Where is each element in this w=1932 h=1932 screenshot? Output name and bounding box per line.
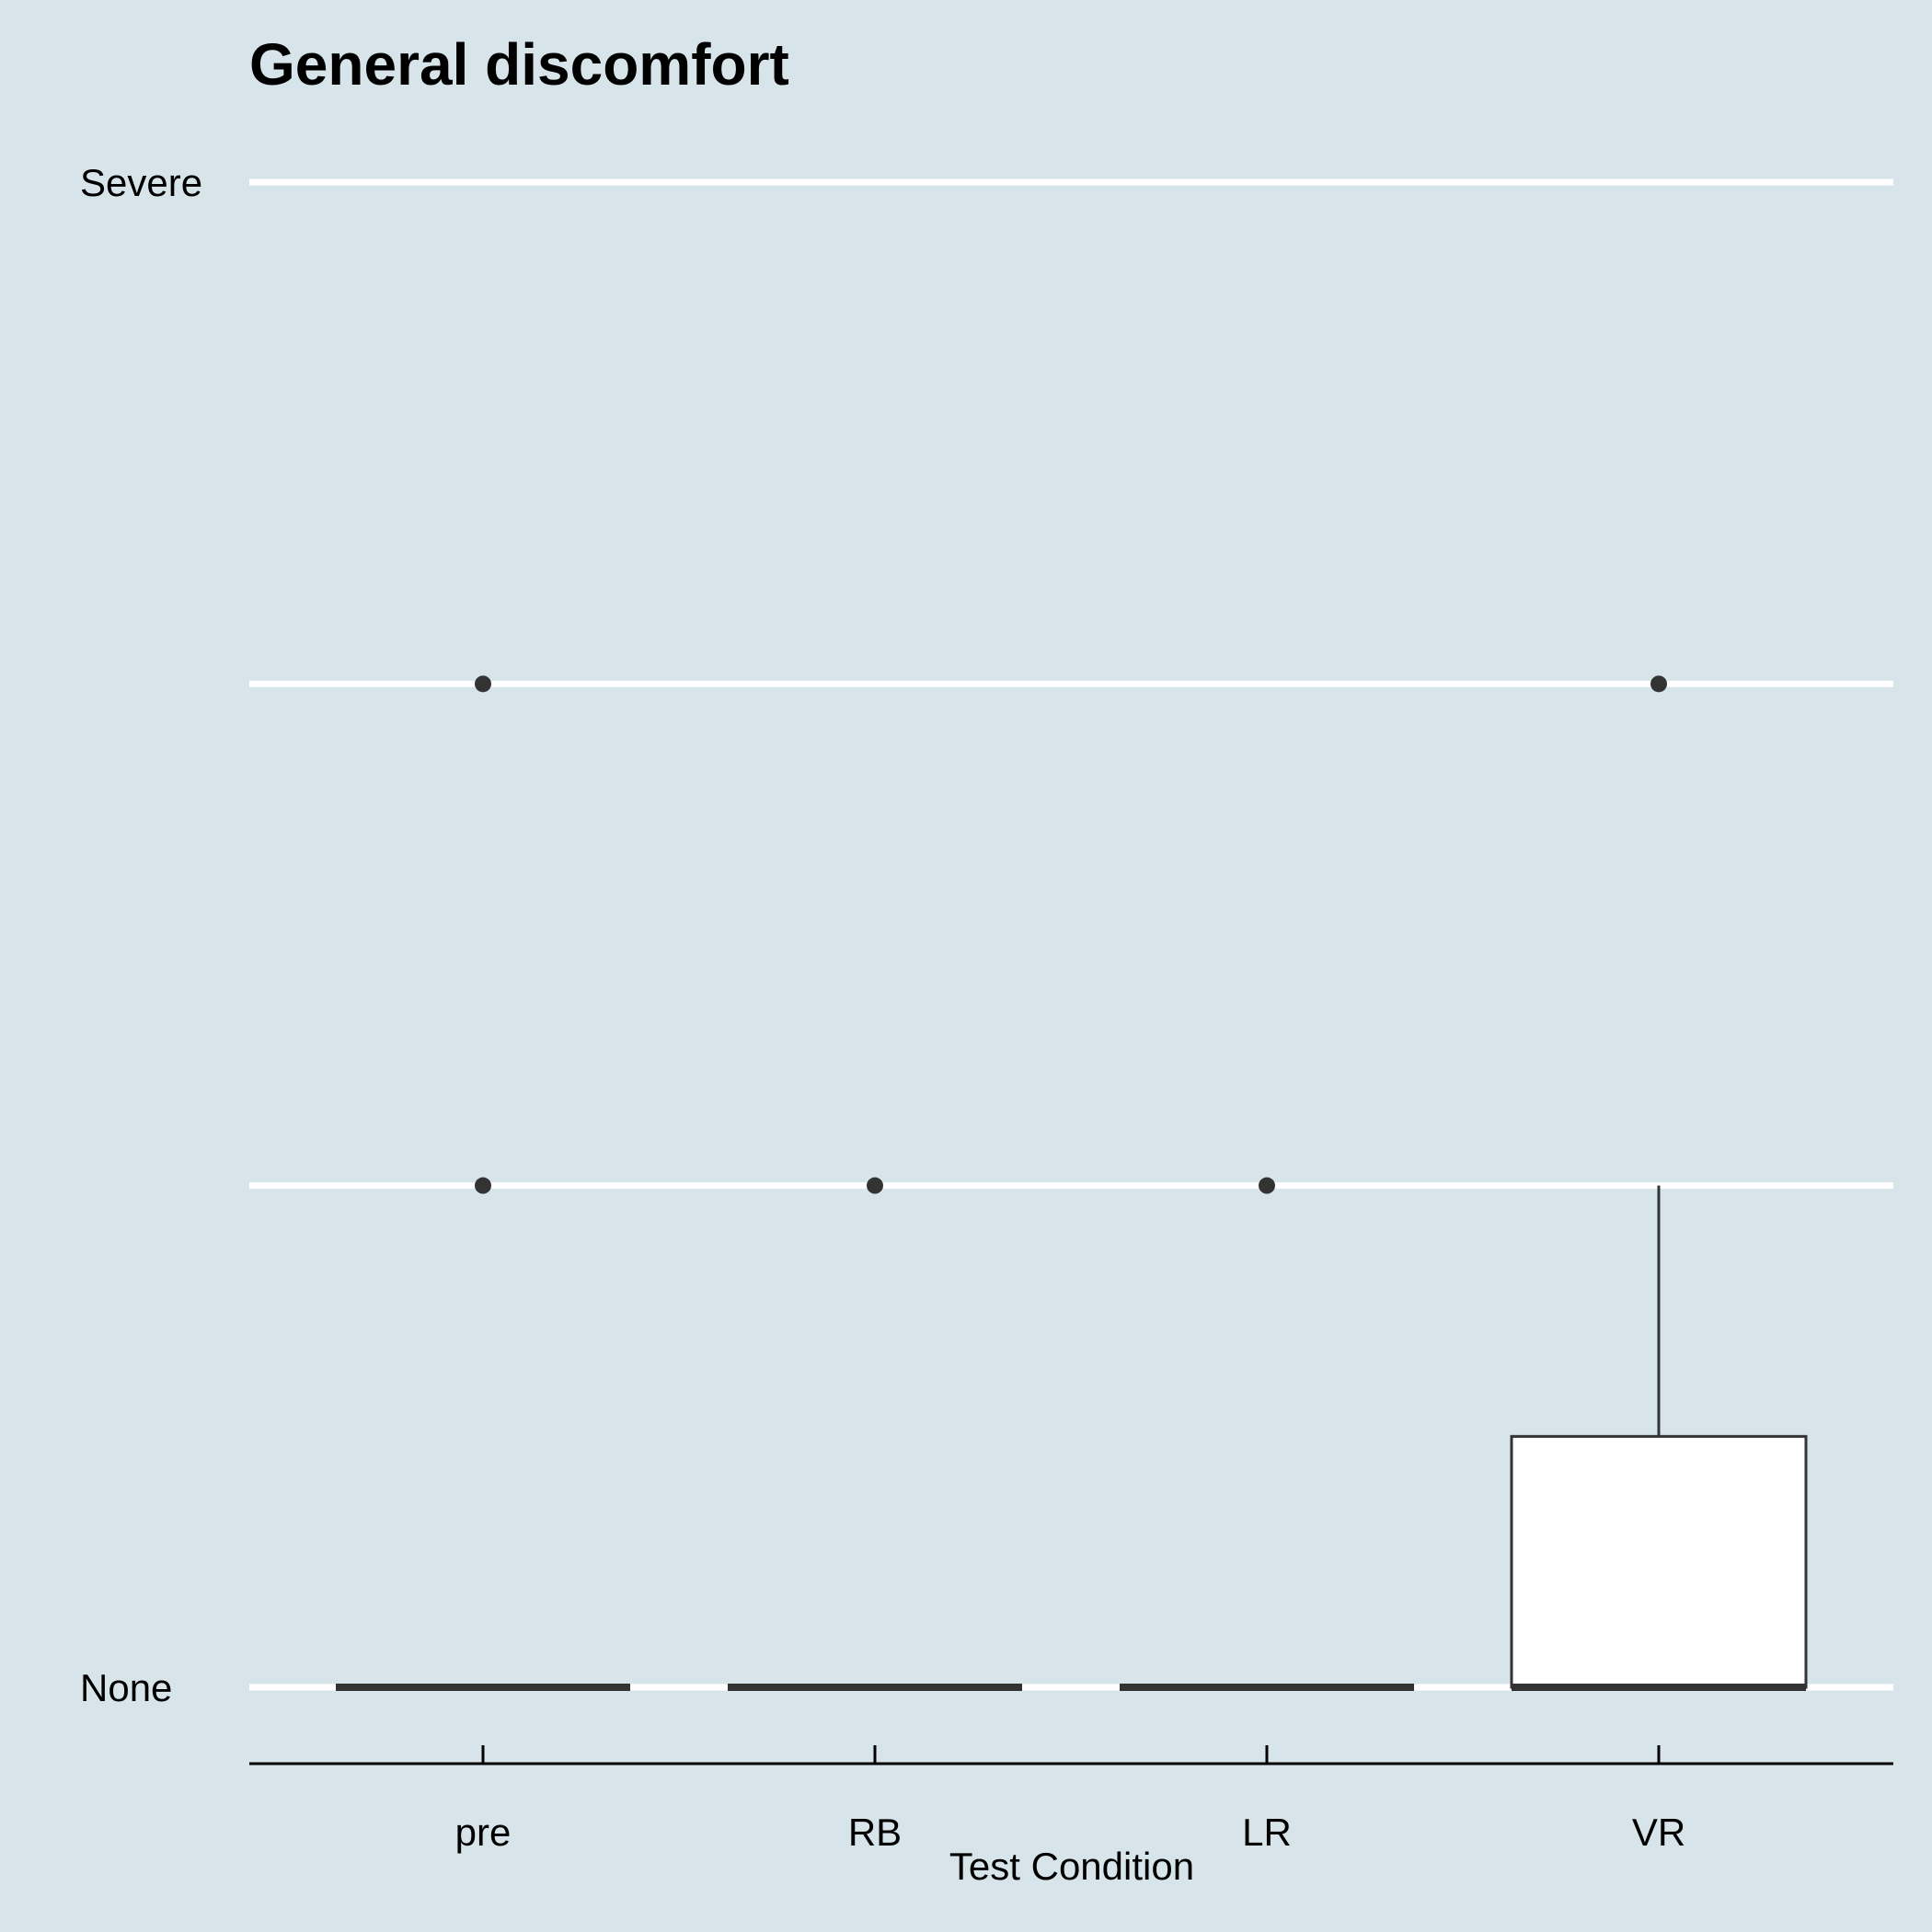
y-tick-label-severe: Severe	[80, 161, 202, 204]
box-body	[1510, 1434, 1808, 1689]
boxes	[336, 675, 1808, 1691]
outlier-point-1	[475, 675, 491, 693]
outlier-point-0	[1650, 675, 1667, 693]
x-axis-title: Test Condition	[949, 1845, 1194, 1888]
x-axis: pre RB LR VR	[249, 1745, 1893, 1854]
box-rb	[728, 1177, 1022, 1691]
box-lr	[1120, 1177, 1414, 1691]
outlier-point-0	[1259, 1177, 1275, 1194]
chart-title: General discomfort	[249, 31, 789, 98]
outlier-point-0	[867, 1177, 883, 1194]
x-tick-label-pre: pre	[455, 1811, 512, 1854]
box-pre	[336, 675, 630, 1691]
outlier-point-0	[475, 1177, 491, 1194]
x-tick-label-rb: RB	[848, 1811, 902, 1854]
y-tick-labels: None Severe	[80, 161, 202, 1709]
x-tick-label-lr: LR	[1242, 1811, 1292, 1854]
x-tick-label-vr: VR	[1632, 1811, 1685, 1854]
box-vr	[1510, 675, 1808, 1691]
y-tick-label-none: None	[80, 1666, 172, 1709]
